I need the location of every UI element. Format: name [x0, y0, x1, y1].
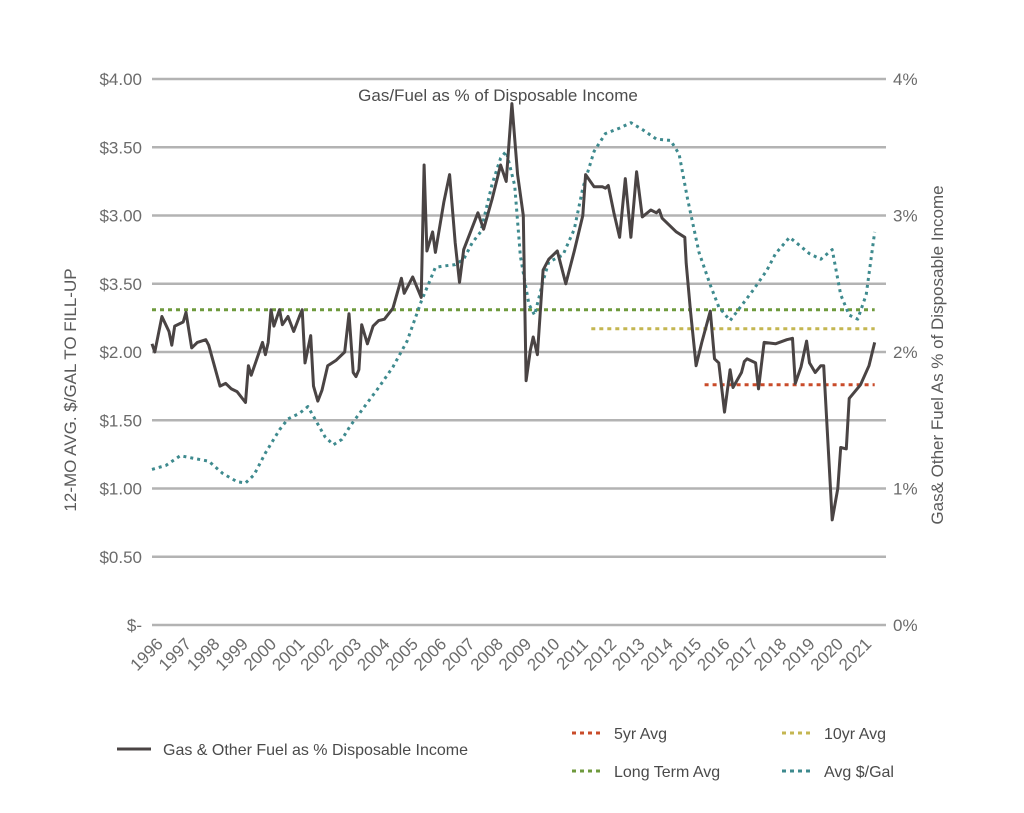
left-tick-label: $4.00 — [99, 70, 142, 89]
left-tick-label: $3.00 — [99, 207, 142, 226]
left-tick-label: $3.50 — [99, 138, 142, 157]
right-tick-label: 3% — [893, 207, 918, 226]
right-tick-label: 0% — [893, 616, 918, 635]
legend: Gas & Other Fuel as % Disposable Income … — [117, 726, 894, 781]
left-axis-ticks: $- $0.50 $1.00 $1.50 $2.00 $3.50 $3.00 $3.50 $4.… — [99, 70, 142, 635]
left-tick-label: $- — [127, 616, 142, 635]
right-tick-label: 2% — [893, 343, 918, 362]
series-line-gas-other-fuel-as-disposable-income — [150, 102, 877, 522]
left-tick-label: $1.50 — [99, 411, 142, 430]
series-line-avg-gal — [151, 121, 877, 485]
right-axis-ticks: 0% 1% 2% 3% 4% — [893, 70, 918, 635]
left-tick-label: $3.50 — [99, 275, 142, 294]
left-axis-label: 12-MO AVG. $/GAL TO FILL-UP — [61, 268, 80, 511]
left-tick-label: $0.50 — [99, 548, 142, 567]
legend-label-avg-gal: Avg $/Gal — [824, 764, 894, 781]
gridlines — [152, 77, 886, 627]
legend-label-5yr: 5yr Avg — [614, 726, 667, 743]
right-axis-label: Gas& Other Fuel As % of Disposable Incom… — [928, 185, 947, 524]
chart-title: Gas/Fuel as % of Disposable Income — [358, 86, 638, 105]
legend-label-long-term: Long Term Avg — [614, 764, 720, 781]
right-tick-label: 1% — [893, 480, 918, 499]
x-axis-ticks: 1996199719981999200020012002200320042005… — [127, 634, 876, 674]
series-lines — [150, 102, 877, 522]
x-tick-label: 2021 — [835, 634, 875, 674]
legend-label-10yr: 10yr Avg — [824, 726, 886, 743]
left-tick-label: $1.00 — [99, 480, 142, 499]
right-tick-label: 4% — [893, 70, 918, 89]
left-tick-label: $2.00 — [99, 343, 142, 362]
legend-label-solid: Gas & Other Fuel as % Disposable Income — [163, 742, 468, 759]
